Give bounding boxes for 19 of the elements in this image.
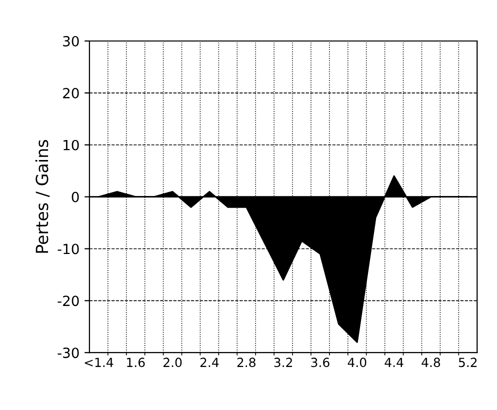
y-tick-label: -20 [58,296,79,306]
x-tick-label: 2.0 [164,358,182,368]
x-tick-label: 3.2 [274,358,292,368]
x-tick-label: 1.6 [127,358,145,368]
x-tick-label: 4.4 [384,358,404,367]
x-tick-label: 2.8 [237,358,256,368]
x-tick-label: 3.6 [311,358,330,368]
y-tick-label: 0 [72,192,79,202]
x-tick-label: 2.4 [200,358,219,367]
y-tick-label: 30 [63,36,79,46]
y-tick-label: 20 [63,88,79,98]
y-axis-title: Pertes / Gains [35,140,50,253]
x-tick-label: <1.4 [84,358,114,367]
x-tick-label: 4.0 [348,358,366,368]
y-tick-label: 10 [64,140,79,150]
y-tick-label: -30 [58,348,79,358]
x-tick-label: 5.2 [458,358,477,368]
x-tick-label: 4.8 [422,358,440,368]
y-tick-label: -10 [58,244,79,254]
